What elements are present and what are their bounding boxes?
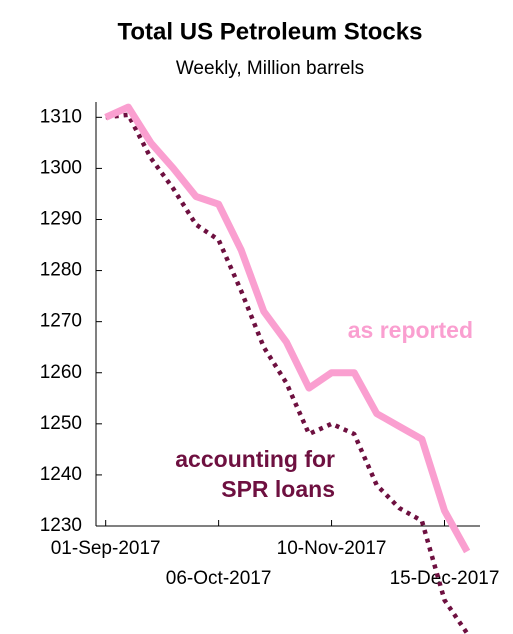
y-tick-label: 1270 bbox=[40, 311, 82, 332]
x-tick-label: 10-Nov-2017 bbox=[277, 538, 387, 559]
y-tick-label: 1240 bbox=[40, 464, 82, 485]
x-tick-label: 06-Oct-2017 bbox=[166, 568, 272, 589]
chart-title: Total US Petroleum Stocks bbox=[118, 18, 423, 45]
annotation: accounting for bbox=[175, 446, 335, 472]
y-tick-label: 1260 bbox=[40, 362, 82, 383]
chart-subtitle: Weekly, Million barrels bbox=[176, 58, 364, 79]
y-tick-label: 1280 bbox=[40, 260, 82, 281]
y-tick-label: 1290 bbox=[40, 209, 82, 230]
y-tick-label: 1250 bbox=[40, 413, 82, 434]
series-line bbox=[104, 103, 471, 554]
annotation: as reported bbox=[348, 317, 473, 343]
x-tick-label: 15-Dec-2017 bbox=[390, 568, 500, 589]
series-line bbox=[105, 112, 469, 634]
y-tick-label: 1230 bbox=[40, 515, 82, 536]
y-tick-label: 1300 bbox=[40, 157, 82, 178]
x-tick-label: 01-Sep-2017 bbox=[51, 538, 161, 559]
y-tick-label: 1310 bbox=[40, 106, 82, 127]
annotation: SPR loans bbox=[221, 476, 335, 502]
